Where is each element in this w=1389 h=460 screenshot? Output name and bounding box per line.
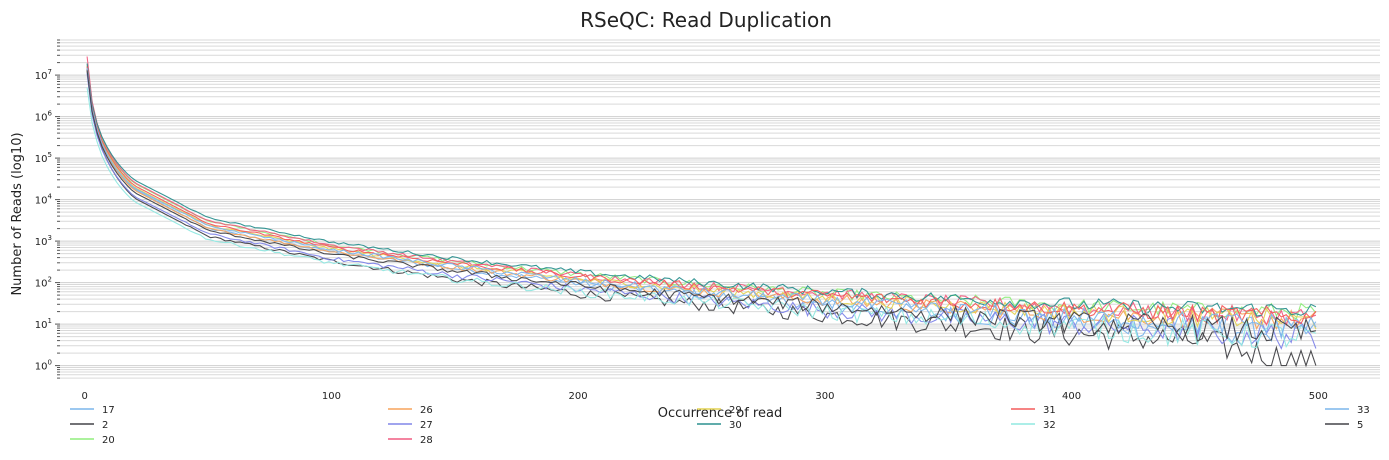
series-line-32 bbox=[86, 87, 1317, 349]
x-tick-label: 100 bbox=[322, 391, 341, 402]
legend-label-33: 33 bbox=[1357, 405, 1370, 416]
legend-label-31: 31 bbox=[1043, 405, 1056, 416]
legend-label-28: 28 bbox=[420, 435, 433, 446]
x-tick-label: 300 bbox=[815, 391, 834, 402]
legend-label-26: 26 bbox=[420, 405, 433, 416]
legend-label-27: 27 bbox=[420, 420, 433, 431]
x-tick-label: 500 bbox=[1309, 391, 1328, 402]
y-tick-label: 103 bbox=[35, 234, 52, 248]
series-line-31 bbox=[86, 66, 1317, 325]
x-axis-label: Occurrence of read bbox=[658, 406, 782, 421]
legend-label-2: 2 bbox=[102, 420, 108, 431]
legend-label-20: 20 bbox=[102, 435, 115, 446]
y-tick-label: 102 bbox=[35, 276, 52, 290]
y-tick-label: 100 bbox=[35, 359, 52, 373]
x-tick-label: 200 bbox=[569, 391, 588, 402]
series-line-33 bbox=[86, 67, 1317, 339]
x-tick-label: 0 bbox=[82, 391, 88, 402]
legend: 17 2 20 26 27 28 29 30 31 32 33 5 bbox=[70, 405, 1370, 446]
y-tick-label: 106 bbox=[35, 110, 53, 124]
chart-title: RSeQC: Read Duplication bbox=[580, 8, 832, 32]
y-tick-label: 104 bbox=[35, 193, 53, 207]
series-line-2 bbox=[86, 68, 1317, 368]
series-line-5 bbox=[86, 70, 1317, 343]
series-layer bbox=[86, 56, 1317, 368]
x-tick-labels: 0 100 200 300 400 500 bbox=[82, 391, 1328, 402]
series-line-30 bbox=[86, 63, 1317, 317]
legend-label-29: 29 bbox=[729, 405, 742, 416]
legend-label-32: 32 bbox=[1043, 420, 1056, 431]
legend-label-30: 30 bbox=[729, 420, 742, 431]
y-tick-label: 107 bbox=[35, 68, 52, 82]
y-tick-labels: 100 101 102 103 104 105 106 107 bbox=[35, 39, 60, 379]
y-tick-label: 105 bbox=[35, 151, 52, 165]
series-line-29 bbox=[86, 65, 1317, 330]
legend-label-17: 17 bbox=[102, 405, 115, 416]
series-line-26 bbox=[86, 70, 1317, 331]
y-tick-label: 101 bbox=[35, 317, 52, 331]
y-axis-label: Number of Reads (log10) bbox=[10, 132, 25, 295]
legend-label-5: 5 bbox=[1357, 420, 1363, 431]
x-tick-label: 400 bbox=[1062, 391, 1081, 402]
